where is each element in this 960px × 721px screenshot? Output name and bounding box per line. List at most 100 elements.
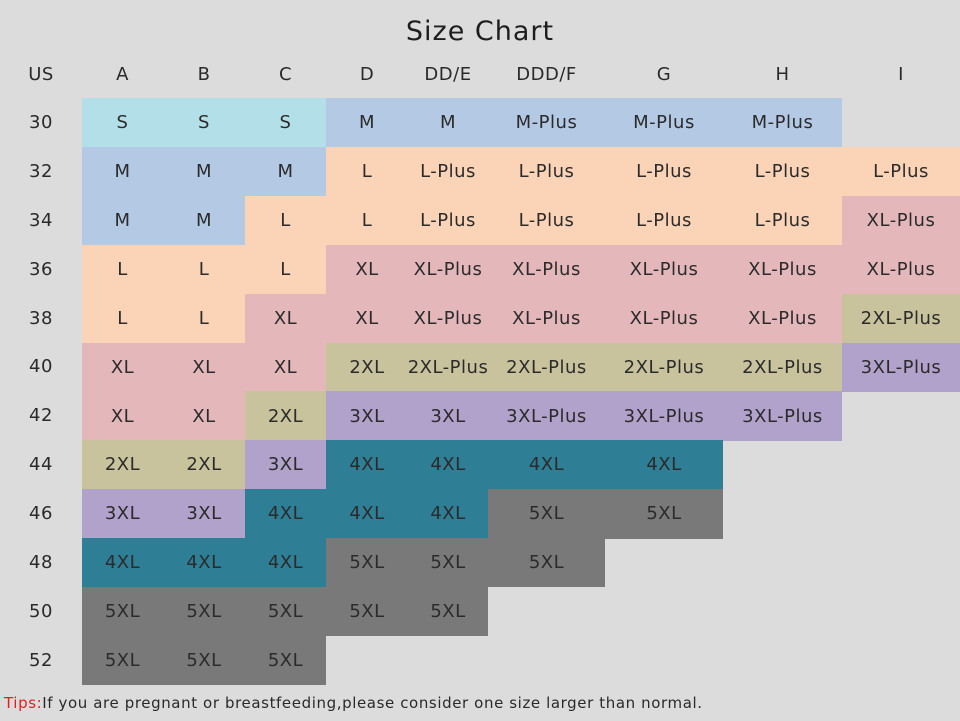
- column-header-d: D: [359, 63, 375, 85]
- size-cell: M-Plus: [723, 98, 842, 148]
- size-cell: L: [163, 293, 245, 343]
- size-cell: 2XL: [82, 440, 163, 490]
- size-cell: 4XL: [245, 538, 326, 588]
- row-header-36: 36: [29, 258, 53, 280]
- size-cell: XL-Plus: [488, 293, 605, 343]
- column-header-dd-e: DD/E: [424, 63, 472, 85]
- size-cell: XL-Plus: [723, 293, 842, 343]
- row-header-42: 42: [29, 405, 53, 427]
- column-header-c: C: [278, 63, 293, 85]
- size-cell: XL-Plus: [408, 244, 488, 295]
- size-cell: 2XL-Plus: [408, 342, 488, 392]
- size-cell: XL-Plus: [488, 244, 605, 295]
- size-cell: 4XL: [326, 440, 408, 490]
- column-header-g: G: [656, 63, 672, 85]
- size-cell: 4XL: [82, 538, 163, 588]
- size-cell: 5XL: [488, 489, 605, 539]
- size-cell: L: [245, 244, 326, 295]
- size-cell: 5XL: [82, 587, 163, 637]
- size-cell: L-Plus: [723, 146, 842, 197]
- size-cell: L: [82, 244, 163, 295]
- size-cell: 3XL: [245, 440, 326, 490]
- row-header-46: 46: [29, 503, 53, 525]
- size-cell: 4XL: [245, 489, 326, 539]
- size-cell: L-Plus: [723, 195, 842, 246]
- size-cell: 2XL-Plus: [605, 342, 723, 392]
- size-cell: M: [82, 195, 163, 246]
- size-cell: S: [82, 98, 163, 148]
- row-header-38: 38: [29, 307, 53, 329]
- size-cell: L: [326, 195, 408, 246]
- size-cell: M: [82, 146, 163, 197]
- size-cell: XL: [326, 244, 408, 295]
- size-cell: 5XL: [326, 587, 408, 637]
- row-header-30: 30: [29, 111, 53, 133]
- corner-label: US: [28, 63, 54, 85]
- size-cell: 3XL-Plus: [842, 342, 960, 392]
- column-header-b: B: [197, 63, 211, 85]
- size-cell: 3XL-Plus: [605, 391, 723, 441]
- tips-text: If you are pregnant or breastfeeding,ple…: [42, 694, 703, 712]
- row-header-48: 48: [29, 552, 53, 574]
- size-cell: M: [163, 195, 245, 246]
- size-cell: 4XL: [163, 538, 245, 588]
- size-cell: 3XL: [408, 391, 488, 441]
- size-cell: 2XL: [163, 440, 245, 490]
- size-cell: L: [245, 195, 326, 246]
- size-cell: 3XL: [326, 391, 408, 441]
- size-cell: XL: [163, 391, 245, 441]
- size-cell: 5XL: [326, 538, 408, 588]
- size-cell: XL: [82, 342, 163, 392]
- column-header-a: A: [116, 63, 129, 85]
- size-cell: L-Plus: [488, 195, 605, 246]
- size-cell: 2XL: [245, 391, 326, 441]
- row-header-40: 40: [29, 356, 53, 378]
- size-cell: M: [408, 98, 488, 148]
- row-header-52: 52: [29, 649, 53, 671]
- size-cell: 2XL-Plus: [488, 342, 605, 392]
- size-cell: XL-Plus: [605, 244, 723, 295]
- size-cell: 2XL: [326, 342, 408, 392]
- size-cell: 3XL: [163, 489, 245, 539]
- size-cell: 3XL-Plus: [723, 391, 842, 441]
- size-cell: XL: [163, 342, 245, 392]
- size-cell: 3XL-Plus: [488, 391, 605, 441]
- tips-note: Tips:If you are pregnant or breastfeedin…: [4, 694, 703, 712]
- size-cell: 4XL: [408, 489, 488, 539]
- size-cell: S: [163, 98, 245, 148]
- size-cell: L-Plus: [605, 146, 723, 197]
- size-cell: XL-Plus: [605, 293, 723, 343]
- size-cell: M-Plus: [488, 98, 605, 148]
- size-cell: 4XL: [605, 440, 723, 490]
- tips-label: Tips:: [4, 694, 43, 712]
- size-cell: 5XL: [245, 635, 326, 686]
- size-cell: L-Plus: [408, 195, 488, 246]
- size-cell: L: [82, 293, 163, 343]
- size-cell: XL: [326, 293, 408, 343]
- column-header-ddd-f: DDD/F: [516, 63, 577, 85]
- row-header-44: 44: [29, 454, 53, 476]
- size-cell: 4XL: [488, 440, 605, 490]
- size-cell: L-Plus: [408, 146, 488, 197]
- size-cell: 2XL-Plus: [842, 293, 960, 343]
- size-cell: 5XL: [408, 538, 488, 588]
- size-cell: S: [245, 98, 326, 148]
- size-cell: M: [245, 146, 326, 197]
- size-cell: L: [326, 146, 408, 197]
- size-cell: M-Plus: [605, 98, 723, 148]
- size-cell: 5XL: [245, 587, 326, 637]
- size-cell: XL: [245, 293, 326, 343]
- size-cell: L: [163, 244, 245, 295]
- row-header-32: 32: [29, 160, 53, 182]
- size-cell: 5XL: [408, 587, 488, 637]
- size-cell: 4XL: [408, 440, 488, 490]
- size-cell: 2XL-Plus: [723, 342, 842, 392]
- size-cell: 5XL: [163, 587, 245, 637]
- size-cell: 3XL: [82, 489, 163, 539]
- column-header-i: I: [898, 63, 904, 85]
- size-cell: XL-Plus: [842, 195, 960, 246]
- size-cell: L-Plus: [605, 195, 723, 246]
- page-title: Size Chart: [405, 16, 555, 47]
- size-cell: L-Plus: [488, 146, 605, 197]
